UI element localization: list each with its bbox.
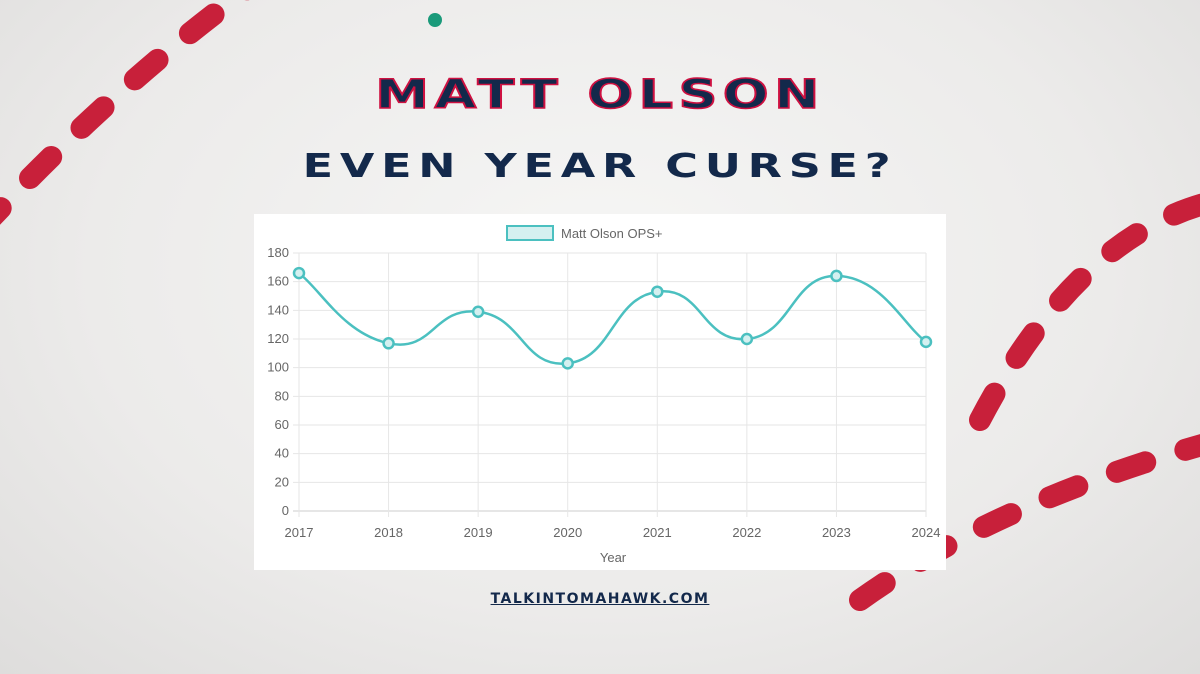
data-point[interactable]	[830, 269, 843, 283]
page-title: MATT OLSON	[374, 71, 825, 119]
y-tick-label: 100	[267, 360, 289, 375]
x-tick-label: 2023	[822, 525, 851, 540]
page-subtitle: EVEN YEAR CURSE?	[302, 146, 898, 185]
line-chart: 0 20 40 60 80 100 120 140 160 180 2017 2018 2019 202…	[267, 225, 941, 565]
data-point[interactable]	[382, 337, 395, 350]
legend-swatch	[506, 225, 554, 241]
x-tick-label: 2020	[553, 525, 582, 540]
x-tick-label: 2018	[374, 525, 403, 540]
data-point[interactable]	[561, 357, 574, 370]
legend[interactable]: Matt Olson OPS+	[506, 225, 663, 241]
x-tick-label: 2021	[643, 525, 672, 540]
data-point[interactable]	[740, 332, 754, 346]
x-tick-label: 2024	[912, 525, 941, 540]
x-tick-label: 2019	[464, 525, 493, 540]
x-axis-label: Year	[600, 550, 627, 565]
legend-label: Matt Olson OPS+	[561, 226, 663, 241]
data-point[interactable]	[919, 335, 933, 349]
y-tick-label: 60	[275, 417, 289, 432]
y-tick-label: 120	[267, 331, 289, 346]
y-tick-label: 180	[267, 245, 289, 260]
y-tick-label: 20	[275, 474, 289, 489]
site-url[interactable]: TALKINTOMAHAWK.COM	[490, 591, 710, 607]
data-point[interactable]	[471, 305, 485, 319]
data-point[interactable]	[651, 285, 664, 298]
y-tick-label: 160	[267, 274, 289, 289]
x-tick-label: 2017	[285, 525, 314, 540]
x-tick-label: 2022	[732, 525, 761, 540]
y-tick-label: 0	[282, 503, 289, 518]
y-tick-label: 140	[267, 302, 289, 317]
y-tick-label: 80	[275, 388, 289, 403]
y-tick-label: 40	[275, 446, 289, 461]
data-point[interactable]	[292, 266, 306, 280]
chart-container: 0 20 40 60 80 100 120 140 160 180 2017 2018 2019 202…	[254, 214, 946, 570]
series-line	[298, 272, 927, 365]
